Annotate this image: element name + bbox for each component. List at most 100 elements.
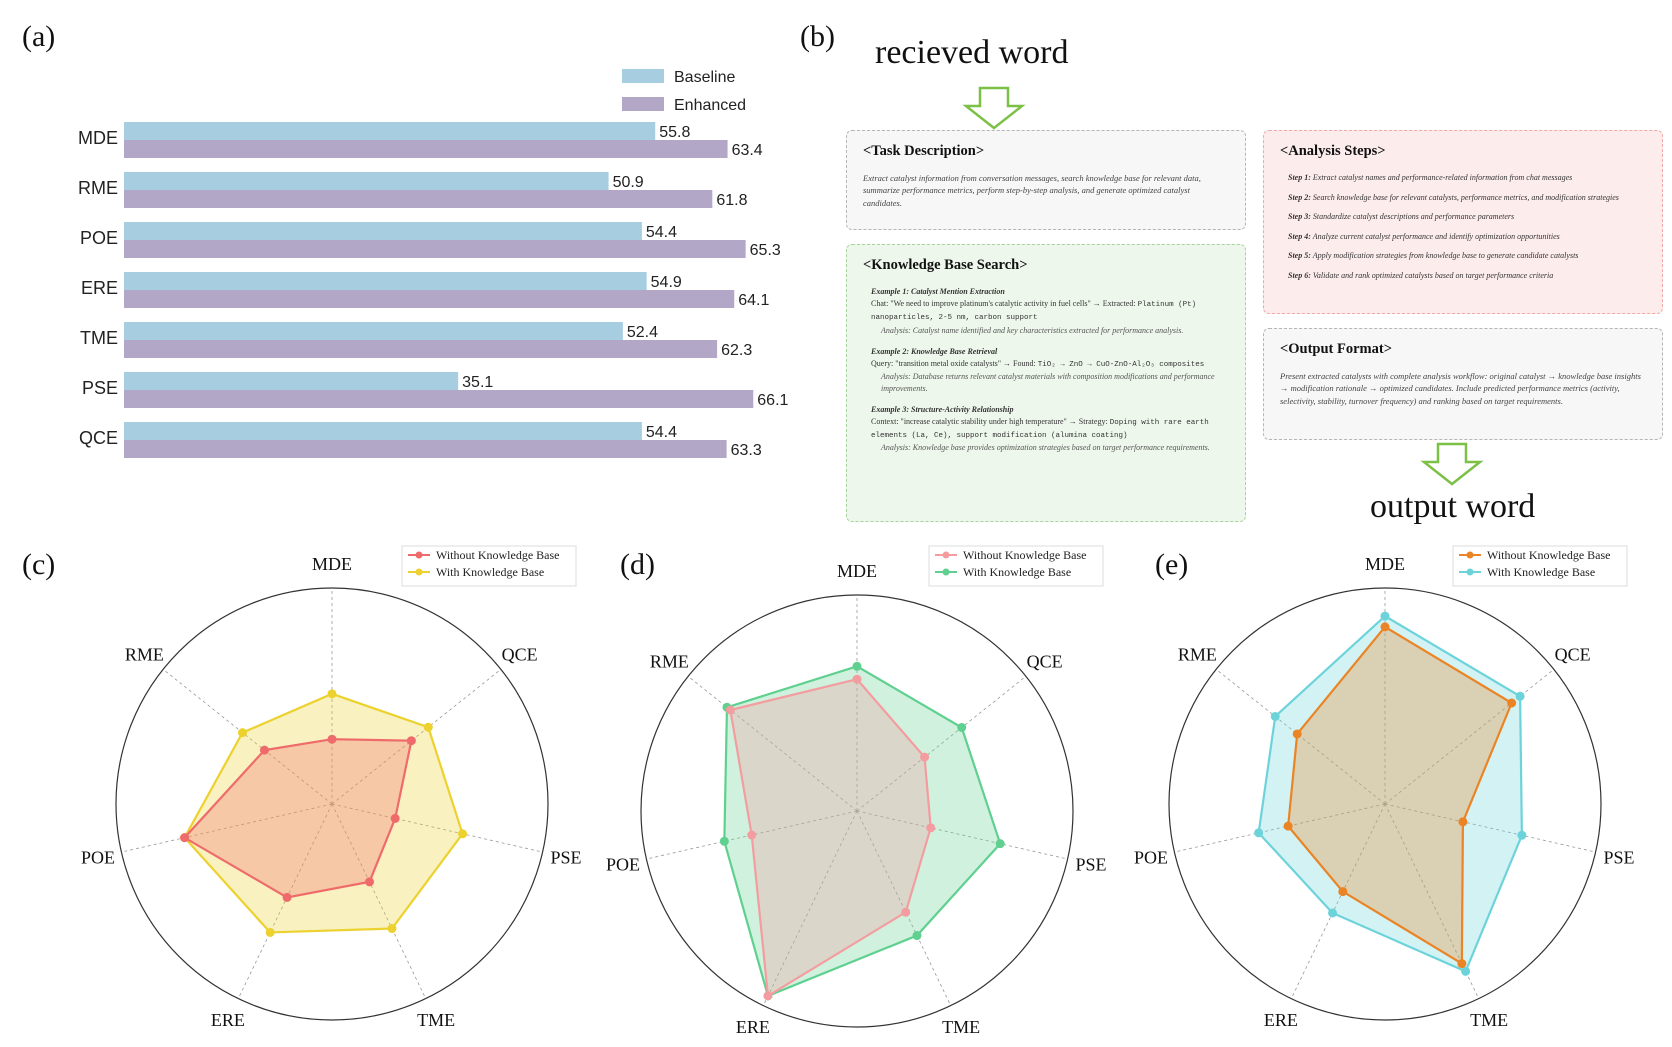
legend-label: Baseline: [674, 69, 735, 86]
kb-example-text: Context: "increase catalytic stability u…: [871, 416, 1108, 426]
bar-value-label: 66.1: [757, 392, 788, 409]
radar-axis-label: POE: [606, 854, 640, 874]
radar-axis-label: MDE: [837, 561, 877, 581]
radar-point-without: [180, 833, 190, 843]
radar-point-with: [265, 927, 275, 937]
radar-point-with: [458, 829, 468, 839]
bar-enhanced: [124, 240, 746, 258]
kb-example-title: Example 1: Catalyst Mention Extraction: [871, 287, 1005, 296]
radar-point-without: [390, 813, 400, 823]
radar-spoke: [331, 803, 427, 999]
radar-point-without: [1457, 959, 1467, 969]
bar-baseline: [124, 422, 642, 440]
legend-label: With Knowledge Base: [436, 565, 544, 579]
legend-box: [928, 545, 1104, 587]
legend-marker: [942, 568, 950, 576]
radar-point-with: [912, 931, 922, 941]
step-label: Step 1:: [1288, 173, 1311, 182]
radar-point-without: [1507, 698, 1517, 708]
radar-axis-label: TME: [1470, 1010, 1508, 1030]
radar-point-with: [1380, 611, 1390, 621]
radar-spoke: [856, 810, 1068, 860]
bar-value-label: 50.9: [613, 174, 644, 191]
radar-point-without: [926, 823, 936, 833]
radar-point-without: [406, 736, 416, 746]
radar-spoke: [1384, 803, 1596, 853]
radar-point-without: [1458, 817, 1468, 827]
down-arrow-icon: [962, 86, 1026, 130]
legend-label: Without Knowledge Base: [436, 548, 560, 562]
category-label: POE: [80, 228, 118, 248]
radar-point-without: [1380, 622, 1390, 632]
analysis-steps-box: <Analysis Steps> Step 1: Extract catalys…: [1263, 130, 1663, 314]
radar-point-with: [1461, 966, 1471, 976]
legend-marker: [942, 551, 950, 559]
radar-point-with: [1517, 830, 1527, 840]
radar-axis-label: PSE: [550, 847, 581, 867]
radar-spoke: [1174, 803, 1386, 853]
radar-spoke: [121, 803, 333, 853]
radar-axis-label: POE: [1134, 847, 1168, 867]
radar-axis-label: MDE: [312, 554, 352, 574]
legend-marker: [415, 568, 423, 576]
radar-chart-e: MDE QCE PSE TME ERE POE RME Without Knowledge B…: [1134, 545, 1634, 1030]
radar-point-without: [282, 892, 292, 902]
radar-axis-label: ERE: [1264, 1010, 1298, 1030]
output-word-label: output word: [1370, 488, 1536, 525]
bar-enhanced: [124, 390, 754, 408]
panel-label-a: (a): [22, 20, 56, 53]
radar-point-with: [719, 836, 729, 846]
radar-point-without: [327, 734, 337, 744]
bar-value-label: 55.8: [659, 124, 690, 141]
category-label: PSE: [82, 378, 118, 398]
radar-point-with: [387, 924, 397, 934]
radar-point-with: [1515, 691, 1525, 701]
radar-spoke: [1290, 803, 1386, 999]
radar-point-without: [763, 991, 773, 1001]
bar-value-label: 63.3: [731, 442, 762, 459]
step-text: Analyze current catalyst performance and…: [1312, 231, 1560, 241]
radar-point-without: [259, 745, 269, 755]
radar-point-without: [1283, 821, 1293, 831]
received-word-label: recieved word: [875, 34, 1069, 71]
analysis-step: Step 1: Extract catalyst names and perfo…: [1288, 172, 1646, 184]
kb-example-analysis: Analysis: Database returns relevant cata…: [881, 371, 1215, 393]
radar-area-without: [729, 678, 932, 998]
radar-area-without: [182, 738, 413, 899]
kb-example-title: Example 2: Knowledge Base Retrieval: [871, 346, 998, 356]
bar-value-label: 61.8: [716, 192, 747, 209]
radar-outer-circle: [115, 587, 549, 1021]
radar-axis-label: QCE: [1555, 644, 1591, 664]
bar-value-label: 62.3: [721, 342, 752, 359]
radar-point-without: [1338, 887, 1348, 897]
legend-label: With Knowledge Base: [1487, 565, 1595, 579]
bar-baseline: [124, 322, 623, 340]
bar-value-label: 63.4: [732, 142, 763, 159]
radar-chart-c: MDE QCE PSE TME ERE POE RME Without Knowledge B…: [81, 545, 581, 1030]
kb-example-text: Chat: "We need to improve platinum's cat…: [871, 299, 1136, 308]
bar-value-label: 64.1: [738, 292, 769, 309]
step-text: Apply modification strategies from knowl…: [1312, 251, 1579, 261]
panel-label-e: (e): [1155, 548, 1189, 581]
kb-example-code: TiO₂ → ZnO → CuO-ZnO-Al₂O₃ composites: [1037, 360, 1205, 369]
kb-example-analysis: Analysis: Catalyst name identified and k…: [881, 325, 1184, 335]
analysis-step: Step 4: Analyze current catalyst perform…: [1288, 231, 1646, 243]
output-arrow-shape: [1420, 442, 1484, 486]
radar-axis-label: PSE: [1603, 847, 1634, 867]
radar-spoke: [762, 810, 858, 1006]
task-description-box: <Task Description> Extract catalyst info…: [846, 130, 1246, 230]
step-text: Search knowledge base for relevant catal…: [1312, 192, 1619, 202]
radar-axis-label: QCE: [1027, 651, 1063, 671]
radar-point-without: [364, 877, 374, 887]
radar-point-with: [957, 723, 967, 733]
legend-marker: [415, 551, 423, 559]
kb-example-code: Doping with rare earth elements (La, Ce)…: [871, 418, 1209, 440]
radar-point-without: [901, 907, 911, 917]
bar-value-label: 54.4: [646, 424, 677, 441]
radar-axis-label: MDE: [1365, 554, 1405, 574]
legend-swatch: [622, 97, 664, 111]
knowledge-base-title: <Knowledge Base Search>: [863, 257, 1028, 273]
radar-area-with: [1257, 614, 1523, 973]
legend-box: [401, 545, 577, 587]
radar-point-without: [725, 705, 735, 715]
